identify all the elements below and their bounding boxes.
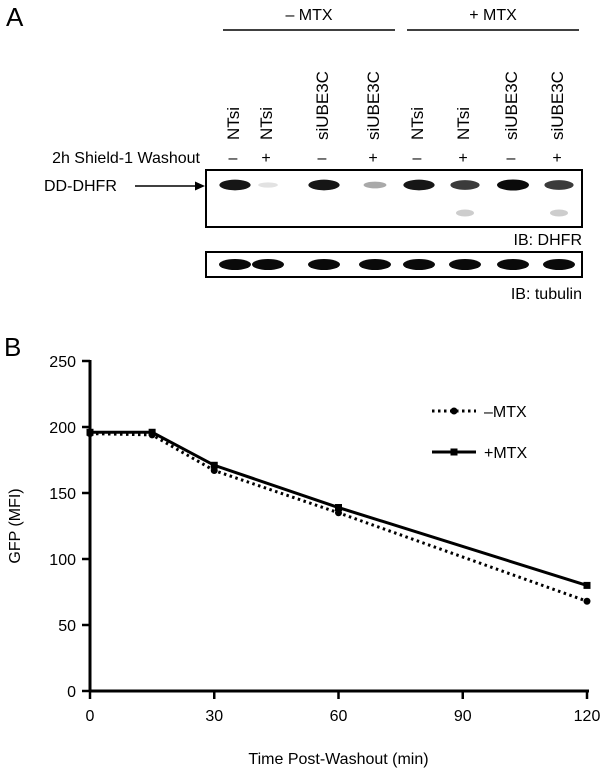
x-tick-label: 120 xyxy=(574,708,600,725)
y-tick-label: 250 xyxy=(49,354,76,371)
blot-band xyxy=(403,259,435,270)
washout-sign: – xyxy=(318,150,327,167)
lane-label: siUBE3C xyxy=(502,71,521,140)
group-label: + MTX xyxy=(469,7,517,24)
blot-band xyxy=(544,180,574,190)
blot-lower-band xyxy=(550,209,568,217)
blot-band xyxy=(308,179,340,191)
blot-band xyxy=(363,181,387,189)
y-axis-label: GFP (MFI) xyxy=(7,488,24,563)
blot-band xyxy=(219,179,251,191)
legend-marker xyxy=(450,407,458,415)
washout-sign: – xyxy=(507,150,516,167)
blot-band xyxy=(543,259,575,270)
y-tick-label: 150 xyxy=(49,486,76,503)
blot-band xyxy=(497,259,529,270)
data-point xyxy=(583,597,591,605)
washout-sign: + xyxy=(458,150,467,167)
washout-sign: + xyxy=(368,150,377,167)
blot-band xyxy=(252,259,284,270)
y-tick-label: 0 xyxy=(67,684,76,701)
legend-label: –MTX xyxy=(484,404,527,421)
band-arrow xyxy=(135,181,205,191)
blot-frame xyxy=(205,169,583,228)
blot-label: IB: tubulin xyxy=(511,286,582,303)
blot-band xyxy=(403,179,435,191)
y-tick-label: 100 xyxy=(49,552,76,569)
blot-band xyxy=(308,259,340,270)
data-point xyxy=(335,509,342,517)
lane-label: siUBE3C xyxy=(313,71,332,140)
y-tick-label: 200 xyxy=(49,420,76,437)
x-axis-label: Time Post-Washout (min) xyxy=(248,751,428,768)
x-tick-label: 0 xyxy=(86,708,95,725)
lane-label: NTsi xyxy=(224,107,243,140)
x-tick-label: 30 xyxy=(205,708,223,725)
panel-a-label: A xyxy=(6,2,24,32)
blot-band xyxy=(449,259,481,270)
blot-band xyxy=(497,179,529,191)
blot-label: IB: DHFR xyxy=(514,232,582,249)
blot-band xyxy=(219,259,251,270)
treatment-groups: – MTX + MTX xyxy=(223,7,579,31)
washout-signs: – + – + – + – + xyxy=(229,150,562,167)
x-tick-label: 60 xyxy=(330,708,348,725)
washout-sign: – xyxy=(229,150,238,167)
data-point xyxy=(583,581,591,589)
lane-label: siUBE3C xyxy=(548,71,567,140)
lane-label: NTsi xyxy=(257,107,276,140)
washout-sign: – xyxy=(413,150,422,167)
data-point xyxy=(210,461,218,469)
washout-sign: + xyxy=(261,150,270,167)
washout-sign: + xyxy=(552,150,561,167)
legend-label: +MTX xyxy=(484,445,527,462)
panel-b-label: B xyxy=(4,332,21,362)
band-label: DD-DHFR xyxy=(44,178,117,195)
line-chart: 0 50 100 150 200 250 0 30 60 90 120 Time Post-Washo… xyxy=(7,354,600,768)
blot-band xyxy=(359,259,391,270)
lane-label: NTsi xyxy=(454,107,473,140)
blot-band xyxy=(258,182,278,188)
lane-labels: NTsi NTsi siUBE3C siUBE3C NTsi NTsi siUBE3C siU… xyxy=(224,71,567,140)
blot-lower-band xyxy=(456,209,474,217)
y-tick-label: 50 xyxy=(58,618,76,635)
lane-label: siUBE3C xyxy=(364,71,383,140)
x-tick-label: 90 xyxy=(454,708,472,725)
blot-band xyxy=(450,180,480,190)
data-point xyxy=(148,428,156,436)
group-label: – MTX xyxy=(285,7,332,24)
data-point xyxy=(210,467,218,475)
data-point xyxy=(86,428,94,436)
western-blots: IB: DHFR IB: tubulin xyxy=(205,169,583,303)
data-point xyxy=(335,504,342,512)
lane-label: NTsi xyxy=(408,107,427,140)
washout-label: 2h Shield-1 Washout xyxy=(52,150,200,167)
legend-marker xyxy=(450,448,458,456)
